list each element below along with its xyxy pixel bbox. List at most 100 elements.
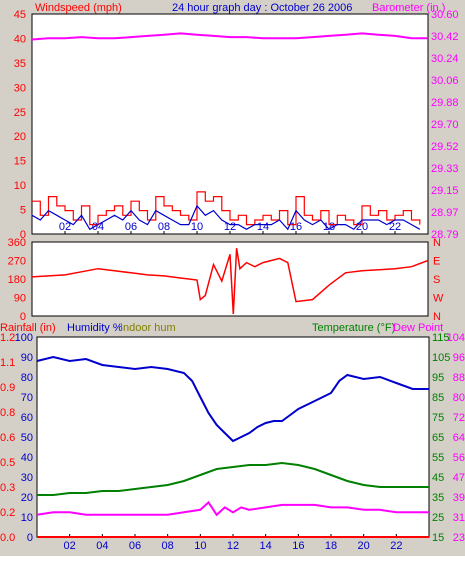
temp-tick-label: 95 xyxy=(432,372,444,384)
x-tick-label: 20 xyxy=(358,540,370,552)
temp-tick-label: 75 xyxy=(432,412,444,424)
wind-tick-label: 10 xyxy=(14,180,26,192)
humidity-temp-panel xyxy=(36,336,430,538)
temp-tick-label: 115 xyxy=(432,332,450,344)
direction-panel xyxy=(31,241,429,317)
rain-tick-label: 0.0 xyxy=(0,532,15,544)
dewpt-tick-label: 23 xyxy=(453,532,465,544)
series-line-0 xyxy=(32,191,421,226)
rain-tick-label: 0.6 xyxy=(0,432,15,444)
graph-title: 24 hour graph day : October 26 2006 xyxy=(172,2,352,14)
temp-tick-label: 15 xyxy=(432,532,444,544)
direction-tick-label: 270 xyxy=(8,256,26,268)
temp-tick-label: 35 xyxy=(432,492,444,504)
x-tick-label: 06 xyxy=(125,221,137,233)
wind-tick-label: 0 xyxy=(20,229,26,241)
humidity-label: Humidity % xyxy=(67,322,123,334)
baro-tick-label: 30.60 xyxy=(431,9,459,21)
wind-tick-label: 35 xyxy=(14,58,26,70)
x-tick-label: 16 xyxy=(292,540,304,552)
x-tick-label: 12 xyxy=(227,540,239,552)
baro-tick-label: 29.88 xyxy=(431,97,459,109)
dewpt-tick-label: 96 xyxy=(453,352,465,364)
baro-tick-label: 29.33 xyxy=(431,163,459,175)
wind-tick-label: 45 xyxy=(14,9,26,21)
x-tick-label: 06 xyxy=(129,540,141,552)
series-line-right_outer xyxy=(36,500,429,517)
dewpt-tick-label: 47 xyxy=(453,472,465,484)
dewpt-tick-label: 72 xyxy=(453,412,465,424)
compass-tick-label: S xyxy=(433,274,440,286)
direction-series-line xyxy=(31,248,429,314)
x-tick-label: 22 xyxy=(390,540,402,552)
humidity-tick-label: 30 xyxy=(21,472,33,484)
temp-tick-label: 55 xyxy=(432,452,444,464)
wind-tick-label: 25 xyxy=(14,107,26,119)
dewpt-tick-label: 56 xyxy=(453,452,465,464)
baro-tick-label: 29.15 xyxy=(431,185,459,197)
rain-tick-label: 0.5 xyxy=(0,457,15,469)
humidity-tick-label: 70 xyxy=(21,392,33,404)
compass-tick-label: E xyxy=(433,256,440,268)
rain-tick-label: 0.8 xyxy=(0,407,15,419)
humidity-chart-layer: 0.0 0.2 0.3 0.5 0.6 0.8 0.9 1.1 1.2 0 10 20 30 40 50 60… xyxy=(0,332,465,552)
temperature-label: Temperature (°F) xyxy=(312,322,395,334)
rain-tick-label: 0.2 xyxy=(0,507,15,519)
x-tick-label: 08 xyxy=(162,540,174,552)
baro-tick-label: 28.79 xyxy=(431,229,459,241)
direction-tick-label: 360 xyxy=(8,237,26,249)
wind-tick-label: 20 xyxy=(14,131,26,143)
x-tick-label: 04 xyxy=(96,540,108,552)
rain-tick-label: 1.1 xyxy=(0,357,15,369)
x-tick-label: 08 xyxy=(158,221,170,233)
compass-tick-label: N xyxy=(433,311,441,323)
series-line-left_inner xyxy=(36,355,429,443)
temp-tick-label: 105 xyxy=(432,352,450,364)
dewpoint-label: Dew Point xyxy=(393,322,443,334)
wind-tick-label: 30 xyxy=(14,82,26,94)
dewpt-tick-label: 88 xyxy=(453,372,465,384)
series-line-2 xyxy=(31,32,428,41)
dewpt-tick-label: 80 xyxy=(453,392,465,404)
temp-tick-label: 25 xyxy=(432,512,444,524)
humidity-tick-label: 40 xyxy=(21,452,33,464)
humidity-tick-label: 60 xyxy=(21,412,33,424)
dewpt-tick-label: 39 xyxy=(453,492,465,504)
humidity-tick-label: 80 xyxy=(21,372,33,384)
dewpt-tick-label: 64 xyxy=(453,432,465,444)
rain-tick-label: 0.9 xyxy=(0,382,15,394)
x-tick-label: 10 xyxy=(191,221,203,233)
wind-tick-label: 5 xyxy=(20,205,26,217)
rain-tick-label: 1.2 xyxy=(0,332,15,344)
x-tick-label: 02 xyxy=(59,221,71,233)
humidity-tick-label: 0 xyxy=(27,532,33,544)
humidity-tick-label: 10 xyxy=(21,512,33,524)
direction-tick-label: 0 xyxy=(20,311,26,323)
humidity-tick-label: 100 xyxy=(15,332,33,344)
x-tick-label: 18 xyxy=(325,540,337,552)
rain-tick-label: 0.3 xyxy=(0,482,15,494)
direction-tick-label: 90 xyxy=(14,293,26,305)
x-tick-label: 14 xyxy=(257,221,269,233)
baro-tick-label: 30.42 xyxy=(431,31,459,43)
dewpt-tick-label: 104 xyxy=(447,332,465,344)
baro-tick-label: 29.70 xyxy=(431,119,459,131)
baro-tick-label: 30.24 xyxy=(431,53,459,65)
rainfall-label: Rainfall (in) xyxy=(0,322,56,334)
dewpt-tick-label: 31 xyxy=(453,512,465,524)
compass-tick-label: W xyxy=(433,293,444,305)
indoor-hum-label: Indoor hum xyxy=(120,322,176,334)
direction-tick-label: 180 xyxy=(8,274,26,286)
x-tick-label: 02 xyxy=(64,540,76,552)
windspeed-label: Windspeed (mph) xyxy=(35,2,122,14)
baro-tick-label: 28.97 xyxy=(431,207,459,219)
barometer-label: Barometer (in.) xyxy=(372,2,445,14)
x-tick-label: 10 xyxy=(194,540,206,552)
wind-chart-layer: 0 5 10 15 20 25 30 35 40 45 28.79 28.97 29.15 29.33 29… xyxy=(14,9,459,241)
series-line-right_inner xyxy=(37,461,429,496)
wind-tick-label: 40 xyxy=(14,33,26,45)
series-line-1 xyxy=(31,204,421,231)
baro-tick-label: 29.52 xyxy=(431,141,459,153)
